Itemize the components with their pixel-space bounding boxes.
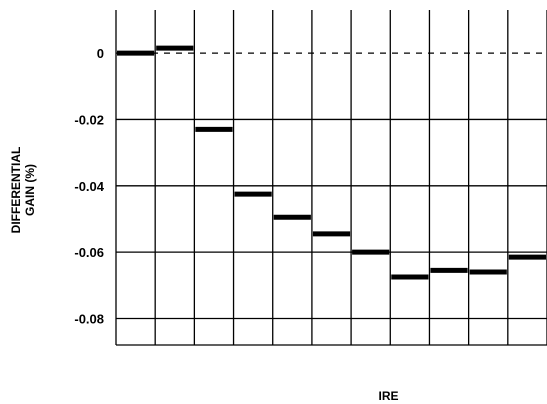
- y-axis-label-line-1: DIFFERENTIAL: [9, 147, 23, 234]
- chart-grid: [115, 10, 547, 346]
- y-tick-label: -0.04: [74, 179, 104, 194]
- y-tick-label: 0: [97, 46, 104, 61]
- x-axis-label: IRE: [378, 389, 398, 403]
- y-tick-label: -0.08: [74, 311, 104, 326]
- y-axis-label-line-2: GAIN (%): [23, 164, 37, 216]
- y-tick-label: -0.06: [74, 245, 104, 260]
- y-tick-label: -0.02: [74, 112, 104, 127]
- y-tick-labels: 0 -0.02 -0.04 -0.06 -0.08: [74, 46, 104, 326]
- data-series: [117, 45, 546, 280]
